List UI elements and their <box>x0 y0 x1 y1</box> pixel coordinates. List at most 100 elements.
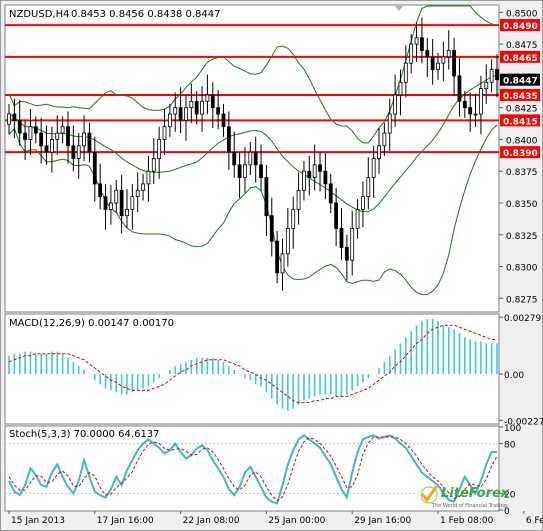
candle-body <box>7 113 11 125</box>
level-tag-label: 0.8465 <box>503 54 538 64</box>
candle-body <box>366 177 371 198</box>
candle-body <box>12 113 17 121</box>
candle-body <box>489 69 494 83</box>
candle-body <box>82 132 86 147</box>
macd-axis: 0.00279 0.00 -0.00227 <box>499 314 543 427</box>
price-pane[interactable]: NZDUSD,H4 0.8453 0.8456 0.8438 0.8447 <box>4 4 500 313</box>
candle-body <box>457 75 462 102</box>
stoch-tick-label: 0 <box>504 507 510 517</box>
candle-body <box>414 37 419 45</box>
candle-body <box>205 94 210 102</box>
candle-body <box>189 100 194 109</box>
price-tick-label: 0.8400 <box>506 136 538 146</box>
liteforex-logo: LiteForex The World of Financial Trading <box>420 485 510 509</box>
candle-body <box>425 50 430 58</box>
candle-body <box>377 145 381 159</box>
level-tag <box>500 50 540 63</box>
macd-tick-label: -0.00227 <box>504 417 543 427</box>
candle-body <box>87 132 92 153</box>
candle-body <box>452 50 456 77</box>
candle-body <box>173 107 178 115</box>
candle-body <box>114 189 119 204</box>
macd-histogram <box>8 319 498 411</box>
stochastic-lines <box>8 434 498 505</box>
macd-signal-polyline <box>8 324 497 404</box>
time-tick-label: 22 Jan 08:00 <box>183 516 240 526</box>
level-tag-label: 0.8435 <box>503 92 538 102</box>
candle-body <box>484 81 489 90</box>
candle-body <box>210 94 215 109</box>
current-price-label: 0.8447 <box>503 77 538 87</box>
stoch-k-line <box>8 434 497 505</box>
candle-body <box>55 132 60 140</box>
candle-body <box>473 113 478 116</box>
candle-body <box>146 170 151 185</box>
candle-body <box>184 107 188 121</box>
candle-body <box>307 170 312 178</box>
price-tick-label: 0.8350 <box>506 200 538 210</box>
candle-body <box>468 107 473 115</box>
candle-body <box>243 164 247 178</box>
price-header-symbol: NZDUSD,H4 <box>9 9 69 20</box>
candle-body <box>420 37 424 51</box>
candle-body <box>226 126 231 153</box>
candle-body <box>350 227 355 261</box>
candle-body <box>323 170 328 185</box>
price-tick-label: 0.8475 <box>506 41 538 51</box>
candle-body <box>157 139 162 159</box>
candle-body <box>259 164 263 178</box>
candle-body <box>50 139 54 153</box>
candle-body <box>125 208 129 217</box>
candle-body <box>393 94 398 115</box>
price-tick-label: 0.8500 <box>506 9 538 19</box>
stoch-d-line <box>8 436 498 502</box>
candle-body <box>248 151 253 166</box>
candle-body <box>92 151 97 185</box>
candle-body <box>441 56 446 64</box>
candle-body <box>344 247 349 261</box>
current-price-tag <box>500 73 540 86</box>
candle-body <box>253 151 258 166</box>
time-tick-label: 17 Jan 16:00 <box>97 516 154 526</box>
band-lower <box>8 124 498 296</box>
candle-body <box>232 151 237 166</box>
level-tag-label: 0.8490 <box>503 22 538 32</box>
candle-body <box>162 126 167 140</box>
macd-signal-line <box>8 324 497 404</box>
candle-body <box>103 196 108 210</box>
stoch-pane[interactable]: Stoch(5,3,3) 70.0000 64.6137 <box>4 425 500 512</box>
candle-body <box>216 107 221 115</box>
candle-body <box>71 145 76 159</box>
candle-body <box>371 158 376 178</box>
logo-wordmark: LiteForex <box>441 486 510 501</box>
candle-body <box>60 126 65 134</box>
candle-body <box>312 164 317 178</box>
candle-body <box>98 183 103 198</box>
candle-body <box>403 62 408 83</box>
candle-body <box>387 113 392 134</box>
candle-body <box>194 100 199 115</box>
candle-body <box>446 50 451 58</box>
logo-emblem-icon <box>420 485 438 504</box>
level-tag <box>500 88 540 101</box>
price-tick-label: 0.8375 <box>506 168 538 178</box>
time-tick-label: 1 Feb 08:00 <box>440 516 494 526</box>
candle-body <box>33 126 38 134</box>
candle-body <box>167 113 172 128</box>
level-tag <box>500 114 540 127</box>
candle-body <box>28 126 33 140</box>
candle-body <box>328 183 333 204</box>
candle-body <box>436 62 440 70</box>
candle-body <box>66 126 70 147</box>
time-tick-label: 6 Feb 00:00 <box>526 516 543 526</box>
level-tag <box>500 146 540 159</box>
candle-body <box>355 208 360 229</box>
candle-body <box>339 227 344 248</box>
price-tick-label: 0.8300 <box>506 264 538 274</box>
macd-tick-label: 0.00 <box>504 371 524 381</box>
macd-pane[interactable]: MACD(12,26,9) 0.00147 0.00170 <box>4 313 500 425</box>
shift-marker-icon <box>395 6 403 11</box>
candle-body <box>221 113 226 128</box>
band-upper <box>8 5 498 144</box>
